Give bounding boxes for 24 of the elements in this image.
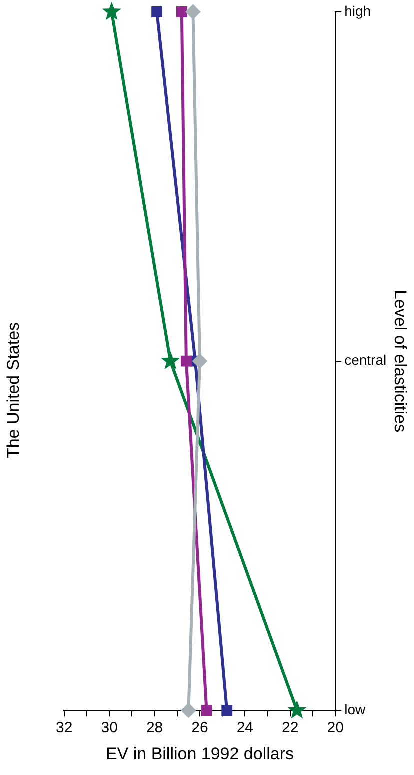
y-tick-label: high <box>344 2 372 19</box>
point <box>181 703 196 718</box>
point <box>288 700 307 719</box>
x-tick-label: 22 <box>282 720 299 737</box>
y-tick-label: low <box>344 701 366 718</box>
y-tick-label: central <box>344 352 387 368</box>
point <box>102 2 122 20</box>
x-tick-label: 24 <box>236 720 254 737</box>
text: The United States <box>4 322 23 459</box>
point <box>186 4 201 20</box>
x-axis-title: EV in Billion 1992 dollars <box>106 744 294 764</box>
point <box>222 705 233 716</box>
point <box>161 351 180 370</box>
x-tick-label: 20 <box>327 720 344 737</box>
point <box>192 354 208 369</box>
point <box>180 356 192 367</box>
x-tick-label: 32 <box>56 720 73 737</box>
point <box>176 6 188 18</box>
x-tick-label: 26 <box>192 720 208 737</box>
point <box>152 6 163 18</box>
x-tick-label: 28 <box>146 720 164 737</box>
x-tick-label: 30 <box>101 720 118 737</box>
point <box>201 705 212 716</box>
y-axis-title: Level of elasticities <box>391 290 410 433</box>
